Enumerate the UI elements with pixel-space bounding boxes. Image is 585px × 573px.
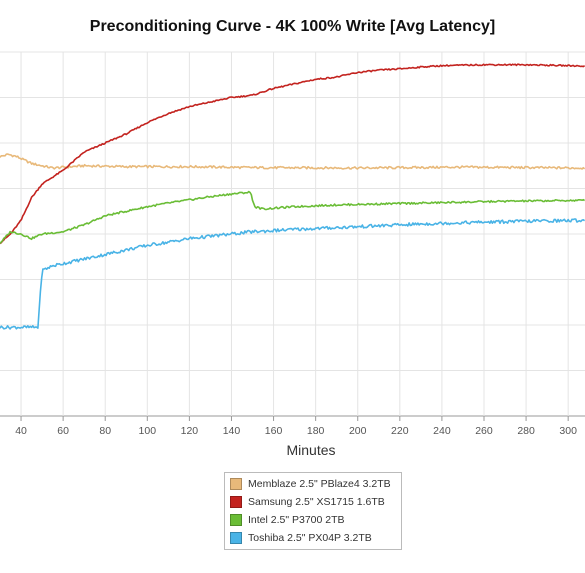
x-tick-label: 40 (15, 425, 27, 437)
legend-label: Intel 2.5" P3700 2TB (248, 514, 345, 526)
x-tick-label: 240 (433, 425, 451, 437)
chart-title: Preconditioning Curve - 4K 100% Write [A… (89, 18, 496, 35)
series-line-4 (0, 218, 585, 330)
legend-label: Toshiba 2.5" PX04P 3.2TB (248, 532, 372, 544)
x-tick-label: 180 (307, 425, 325, 437)
x-tick-label: 220 (391, 425, 409, 437)
legend-swatch (230, 532, 242, 544)
legend-item[interactable]: Samsung 2.5" XS1715 1.6TB (225, 493, 401, 511)
series-line-1 (0, 153, 585, 170)
x-tick-label: 160 (265, 425, 283, 437)
legend-label: Memblaze 2.5" PBlaze4 3.2TB (248, 478, 391, 490)
legend-item[interactable]: Intel 2.5" P3700 2TB (225, 511, 401, 529)
axis-layer: 40 60 80 100 120 140 160 180 200 220 240 260 280 300 (15, 416, 577, 437)
legend-item[interactable]: Memblaze 2.5" PBlaze4 3.2TB (225, 475, 401, 493)
series-line-3 (0, 190, 585, 245)
legend-item[interactable]: Toshiba 2.5" PX04P 3.2TB (225, 529, 401, 547)
series-layer (0, 63, 585, 330)
x-tick-label: 80 (99, 425, 111, 437)
legend-swatch (230, 478, 242, 490)
x-tick-label: 200 (349, 425, 367, 437)
x-tick-label: 140 (223, 425, 241, 437)
legend: Memblaze 2.5" PBlaze4 3.2TB Samsung 2.5" … (224, 472, 402, 550)
legend-label: Samsung 2.5" XS1715 1.6TB (248, 496, 385, 508)
series-line-2 (0, 63, 585, 245)
legend-swatch (230, 514, 242, 526)
x-tick-label: 100 (139, 425, 157, 437)
x-axis-title: Minutes (286, 442, 335, 458)
x-tick-label: 280 (517, 425, 535, 437)
legend-swatch (230, 496, 242, 508)
x-tick-label: 120 (181, 425, 199, 437)
x-tick-label: 260 (475, 425, 493, 437)
grid-layer (0, 51, 585, 417)
x-tick-label: 60 (57, 425, 69, 437)
x-tick-label: 300 (559, 425, 577, 437)
